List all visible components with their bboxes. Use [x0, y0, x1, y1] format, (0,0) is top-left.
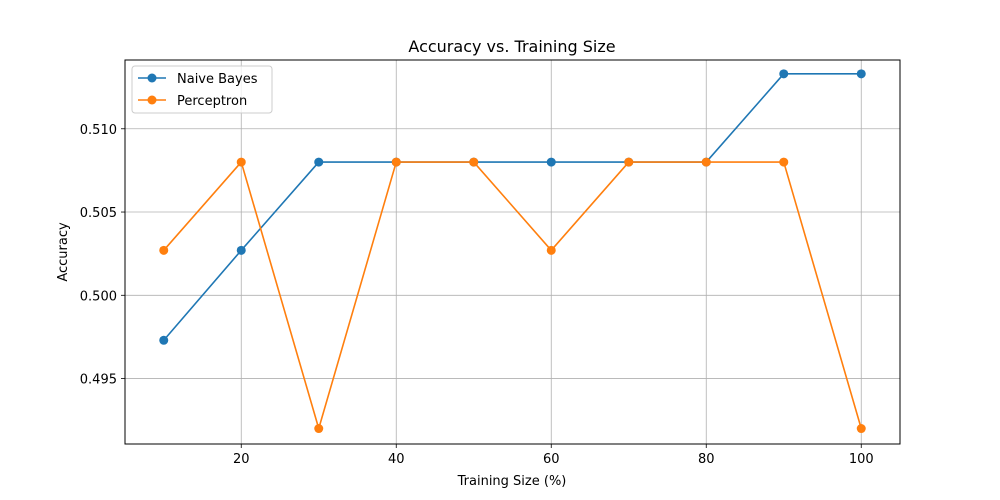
x-tick-label: 40 — [388, 452, 405, 467]
y-axis-label: Accuracy — [56, 222, 71, 282]
data-point-perceptron — [779, 157, 789, 167]
x-axis-label: Training Size (%) — [457, 474, 567, 489]
y-tick-label: 0.500 — [80, 289, 117, 304]
legend-item-naive-bayes: Naive Bayes — [138, 72, 258, 87]
x-axis-ticks: 20 40 60 80 100 — [233, 444, 874, 467]
data-point-naive-bayes — [779, 69, 789, 79]
data-point-perceptron — [469, 157, 479, 167]
legend-item-perceptron: Perceptron — [138, 94, 247, 109]
y-axis-ticks: 0.495 0.500 0.505 0.510 — [80, 123, 125, 388]
data-point-naive-bayes — [236, 245, 246, 255]
y-tick-label: 0.495 — [80, 373, 117, 388]
x-tick-label: 60 — [543, 452, 560, 467]
data-point-perceptron — [391, 157, 401, 167]
data-point-naive-bayes — [314, 157, 324, 167]
legend: Naive Bayes Perceptron — [131, 65, 273, 114]
data-point-perceptron — [856, 424, 866, 434]
y-tick-label: 0.510 — [80, 123, 117, 138]
data-point-naive-bayes — [159, 335, 169, 345]
y-tick-label: 0.505 — [80, 206, 117, 221]
x-tick-label: 80 — [698, 452, 715, 467]
data-point-naive-bayes — [856, 69, 866, 79]
data-point-perceptron — [701, 157, 711, 167]
data-point-perceptron — [159, 245, 169, 255]
legend-label-perceptron: Perceptron — [177, 94, 247, 109]
legend-label-naive-bayes: Naive Bayes — [177, 72, 258, 87]
series-line-naive-bayes — [163, 73, 862, 341]
data-point-perceptron — [546, 245, 556, 255]
data-point-perceptron — [624, 157, 634, 167]
legend-marker-naive-bayes — [147, 73, 157, 83]
series-layer — [159, 69, 866, 434]
series-line-perceptron — [163, 161, 863, 430]
legend-box — [131, 65, 273, 114]
x-tick-label: 100 — [849, 452, 874, 467]
grid — [125, 60, 900, 444]
legend-marker-perceptron — [147, 95, 157, 105]
chart-title: Accuracy vs. Training Size — [408, 37, 615, 56]
plot-frame — [124, 59, 901, 445]
data-point-perceptron — [314, 424, 324, 434]
data-point-perceptron — [236, 157, 246, 167]
x-tick-label: 20 — [233, 452, 250, 467]
data-point-naive-bayes — [546, 157, 556, 167]
